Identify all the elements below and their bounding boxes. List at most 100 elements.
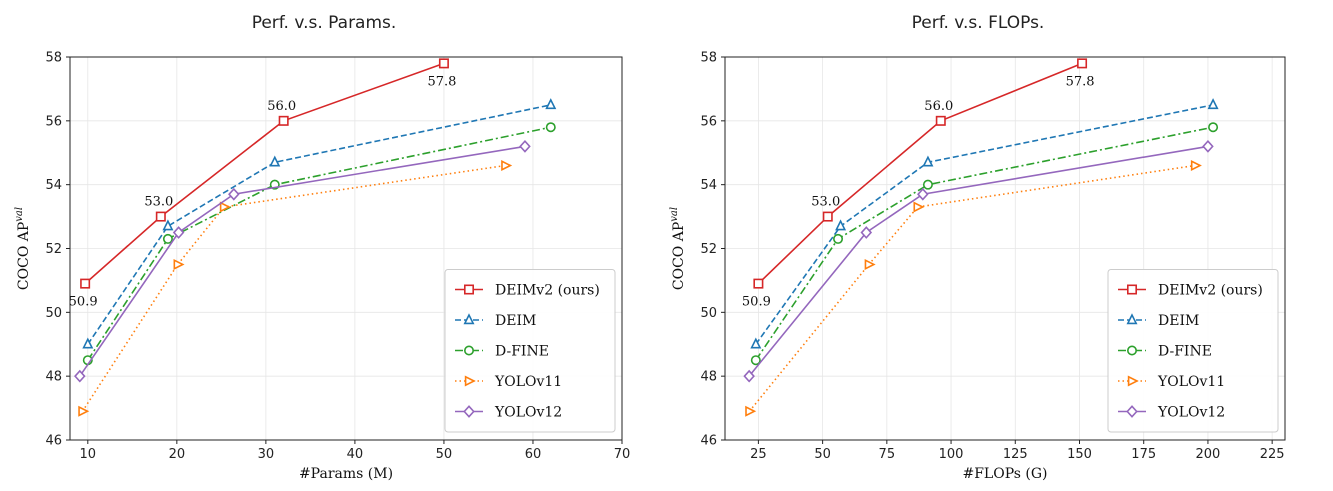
x-tick-label: 30 <box>258 447 275 462</box>
y-axis-label-main: COCO AP <box>16 222 32 290</box>
legend-item: YOLOv12 <box>1118 405 1225 421</box>
data-point <box>173 258 185 270</box>
y-tick-label: 56 <box>700 114 717 129</box>
legend-marker <box>463 284 474 295</box>
data-label: 57.8 <box>1066 74 1095 89</box>
data-label: 56.0 <box>267 99 296 114</box>
y-tick-label: 58 <box>700 51 717 66</box>
y-tick-label: 46 <box>700 434 717 449</box>
legend: DEIMv2 (ours) DEIM D-FINE YOLOv11 YOLOv12 <box>1107 269 1279 433</box>
legend-marker <box>463 313 475 325</box>
data-point <box>913 201 925 213</box>
x-axis-label: #FLOPs (G) <box>962 466 1047 482</box>
y-tick-label: 48 <box>45 370 62 385</box>
legend-item: YOLOv11 <box>455 374 562 390</box>
data-point <box>917 187 929 201</box>
series-deim <box>82 98 557 349</box>
data-point <box>1202 139 1214 153</box>
legend-marker <box>1127 375 1139 387</box>
data-point <box>545 98 557 110</box>
data-point <box>269 155 281 167</box>
data-point <box>864 258 876 270</box>
series-line <box>748 145 1209 377</box>
x-axis-label: #Params (M) <box>299 466 393 482</box>
y-axis-label-sup: val <box>14 207 25 222</box>
series-line <box>81 164 506 412</box>
data-point <box>278 115 289 126</box>
y-tick-label: 50 <box>45 306 62 321</box>
data-point <box>860 226 873 239</box>
series-line <box>748 164 1196 412</box>
data-point <box>833 233 844 244</box>
legend-item: DEIMv2 (ours) <box>1118 283 1263 299</box>
legend-label: YOLOv12 <box>1157 405 1225 421</box>
x-tick-label: 125 <box>1003 447 1028 462</box>
data-point <box>219 201 231 213</box>
series-line <box>757 62 1083 285</box>
data-point <box>501 160 513 172</box>
x-tick-label: 10 <box>80 447 97 462</box>
y-axis-label-sup: val <box>669 207 680 222</box>
data-label: 57.8 <box>427 74 456 89</box>
data-point <box>78 405 90 417</box>
legend-item: DEIM <box>455 313 536 329</box>
legend-marker <box>463 345 474 356</box>
data-point <box>1207 98 1219 110</box>
data-label: 56.0 <box>924 99 953 114</box>
data-point <box>80 278 91 289</box>
y-tick-label: 46 <box>45 434 62 449</box>
flops-chart: Perf. v.s. FLOPs. 25 50 75 100 125 150 175 200 2… <box>669 13 1286 482</box>
series-line <box>84 62 445 285</box>
series-yolov11 <box>745 160 1202 417</box>
x-tick-label: 60 <box>525 447 542 462</box>
series-d-fine <box>750 122 1219 366</box>
y-tick-label: 48 <box>700 370 717 385</box>
legend-label: YOLOv12 <box>494 405 562 421</box>
data-point <box>745 405 757 417</box>
data-point <box>750 337 762 349</box>
legend-marker <box>1127 284 1138 295</box>
data-point <box>162 219 174 231</box>
x-tick-label: 25 <box>750 447 767 462</box>
legend-marker <box>464 375 476 387</box>
legend-item: YOLOv12 <box>455 405 562 421</box>
data-point <box>155 211 166 222</box>
data-point <box>519 139 531 153</box>
series-line <box>755 104 1214 345</box>
data-point <box>1190 160 1202 172</box>
series-yolov11 <box>78 160 513 417</box>
legend-marker <box>1126 405 1138 418</box>
data-label: 50.9 <box>742 295 771 310</box>
x-tick-label: 50 <box>436 447 453 462</box>
legend-label: DEIMv2 (ours) <box>1158 283 1263 299</box>
legend-label: DEIMv2 (ours) <box>495 283 600 299</box>
x-tick-label: 175 <box>1131 447 1156 462</box>
legend-item: YOLOv11 <box>1118 374 1225 390</box>
data-point <box>545 122 556 133</box>
x-tick-label: 200 <box>1196 447 1221 462</box>
series-deimv2-ours <box>80 58 449 289</box>
y-tick-label: 52 <box>45 242 62 257</box>
chart-title: Perf. v.s. FLOPs. <box>912 13 1045 33</box>
data-label: 53.0 <box>144 195 173 210</box>
legend-label: DEIM <box>1158 313 1199 329</box>
series-deim <box>750 98 1219 349</box>
y-axis-label: COCO APval <box>14 207 32 290</box>
data-point <box>82 337 94 349</box>
data-point <box>753 278 764 289</box>
params-chart: Perf. v.s. Params. 10 20 30 40 50 60 70 46 48 50 5… <box>14 13 630 482</box>
y-tick-label: 58 <box>45 51 62 66</box>
series-deimv2-ours <box>753 58 1088 289</box>
data-point <box>172 226 185 239</box>
data-label: 50.9 <box>69 295 98 310</box>
data-point <box>922 155 934 167</box>
legend-label: D-FINE <box>495 344 549 360</box>
legend-marker <box>1126 313 1138 325</box>
data-point <box>743 369 755 383</box>
y-axis-label-main: COCO AP <box>671 222 687 290</box>
series-line <box>755 126 1214 361</box>
data-point <box>822 211 833 222</box>
y-tick-label: 52 <box>700 242 717 257</box>
series-yolov12 <box>74 139 531 383</box>
